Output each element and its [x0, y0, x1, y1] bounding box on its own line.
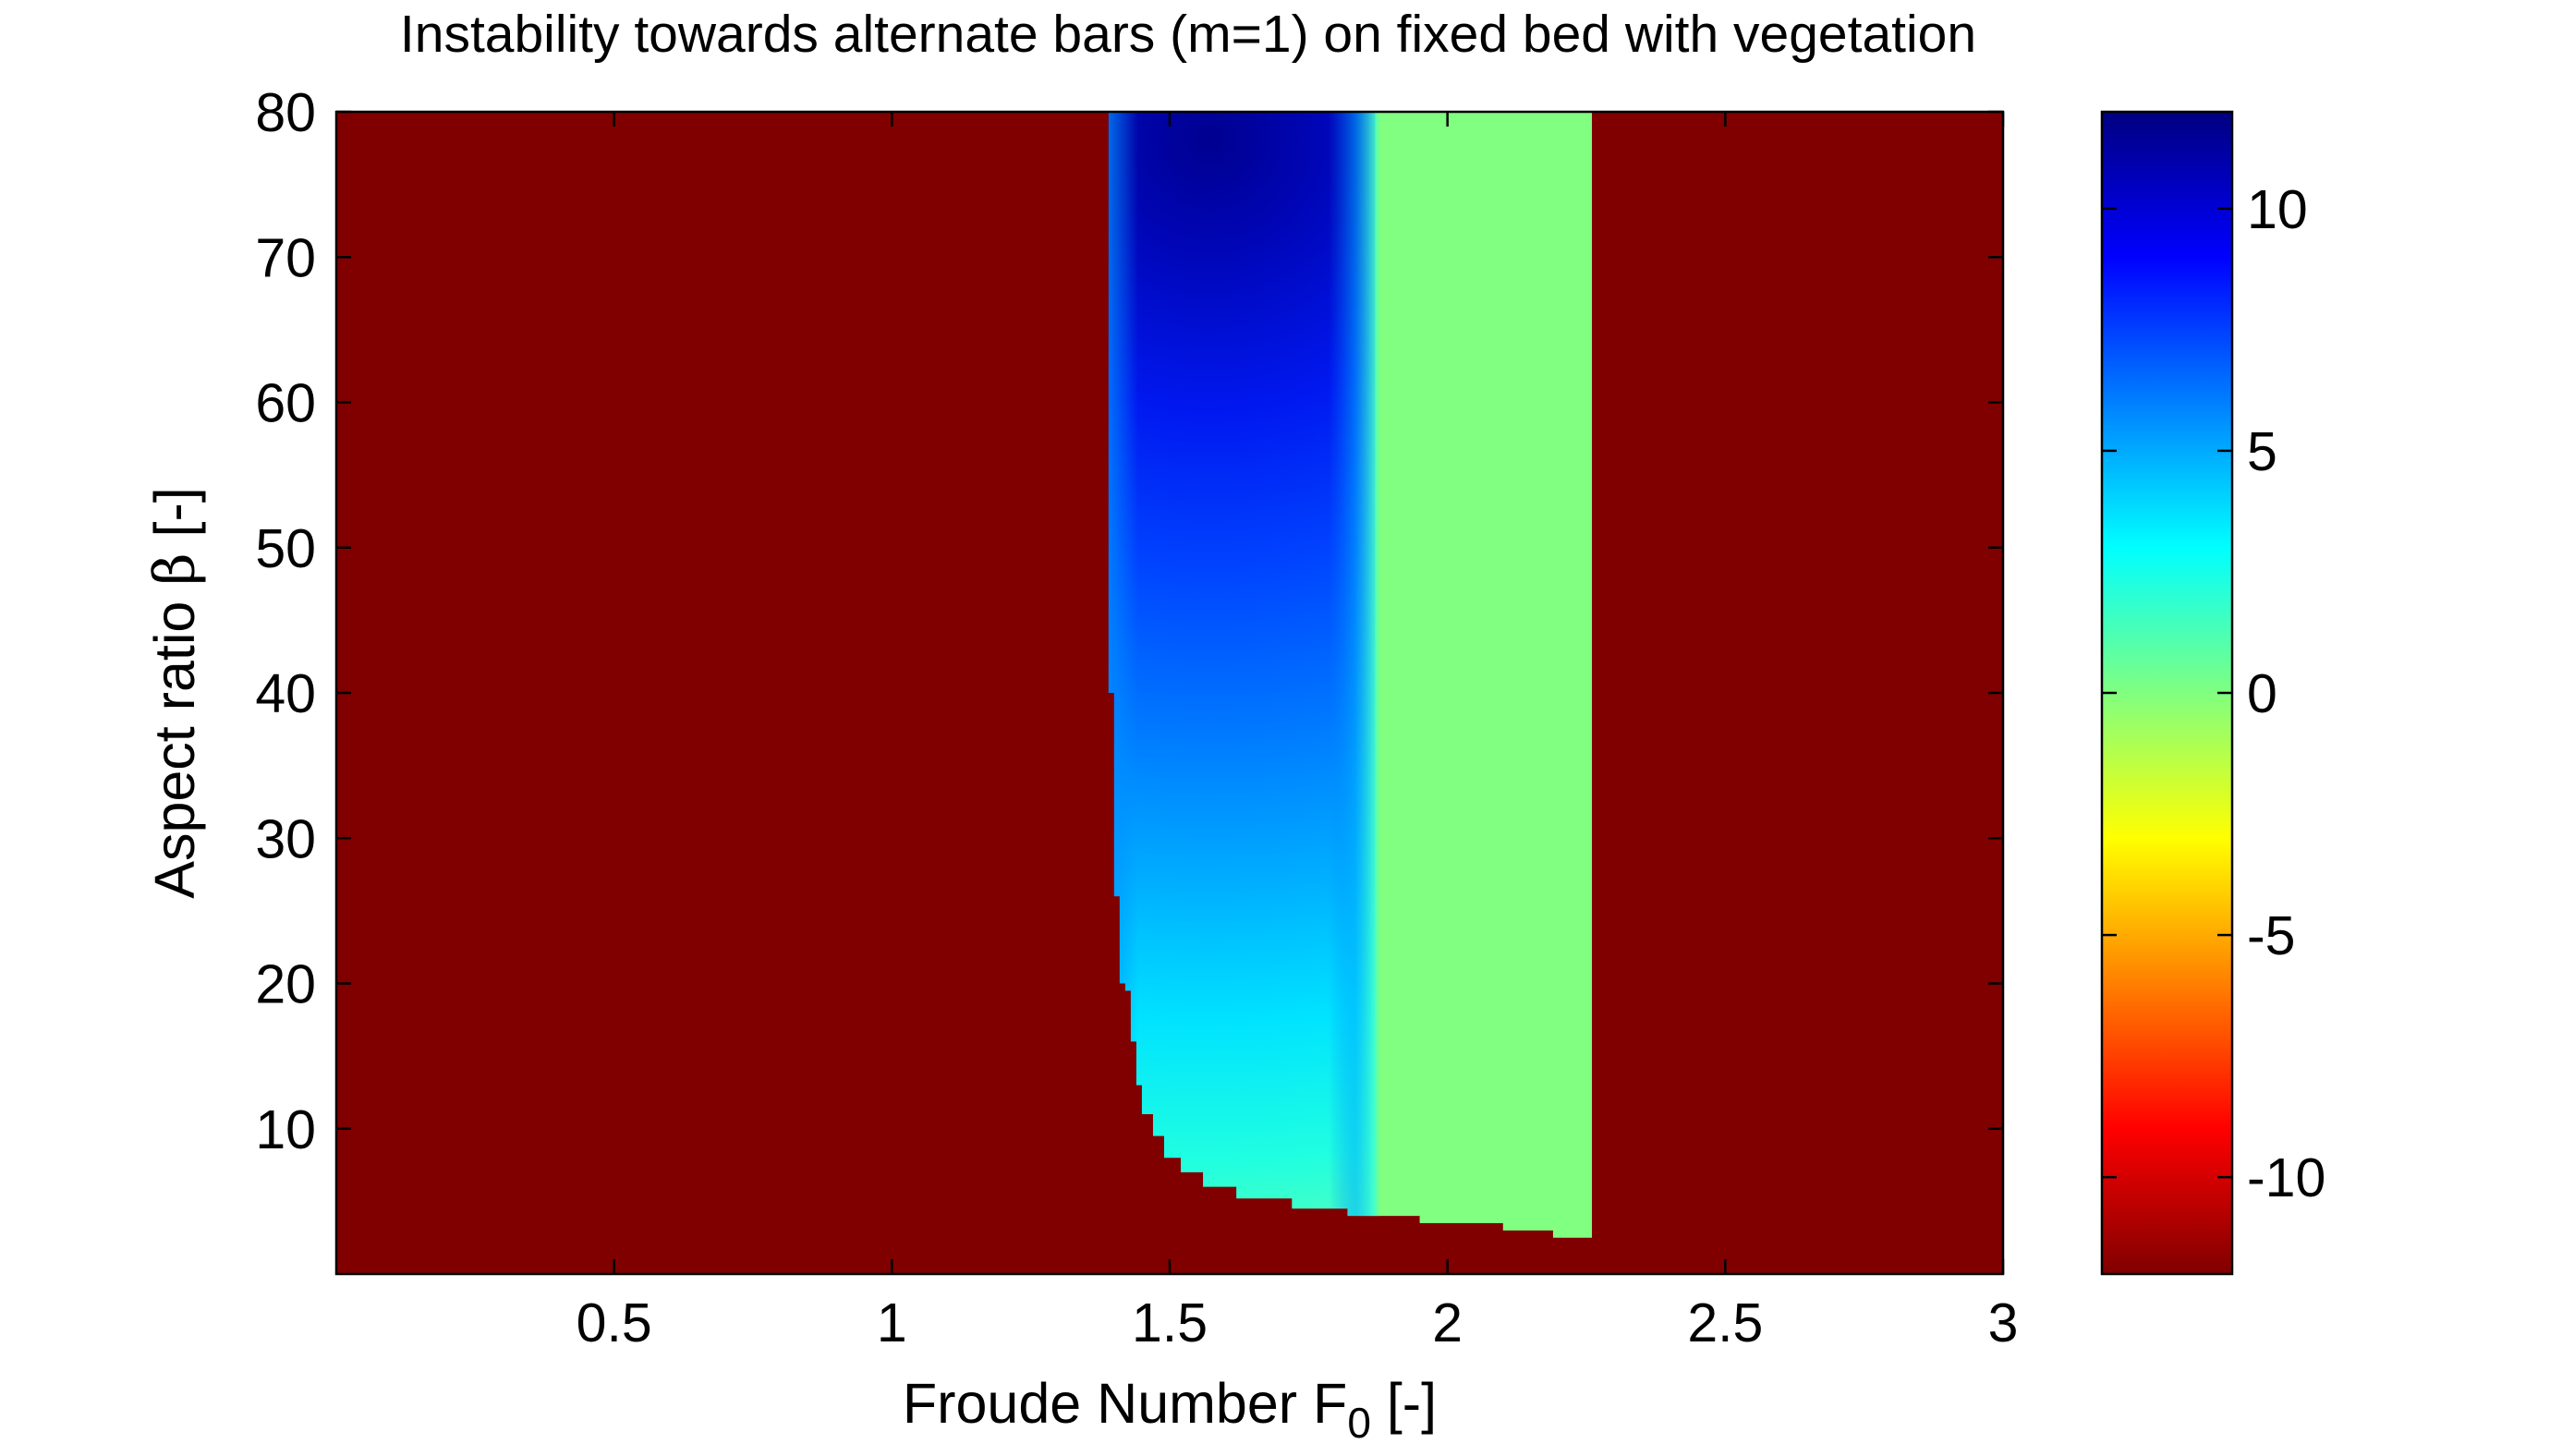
chart-title: Instability towards alternate bars (m=1)…	[400, 5, 1976, 64]
y-axis-label: Aspect ratio β [-]	[142, 487, 208, 898]
x-axis: 0.5 1 1.5 2 2.5 3	[577, 112, 2019, 1353]
y-axis: 10 20 30 40 50 60 70 80	[255, 82, 2003, 1160]
y-axis-label-unit: [-]	[143, 487, 206, 552]
x-tick-label: 3	[1988, 1292, 2019, 1353]
colorbar-tick-label: 10	[2247, 179, 2308, 240]
x-tick-label: 1.5	[1132, 1292, 1208, 1353]
y-tick-label: 50	[255, 518, 316, 579]
x-axis-label-unit: [-]	[1371, 1372, 1437, 1435]
y-tick-label: 70	[255, 227, 316, 288]
colorbar-gradient	[2100, 110, 2234, 1276]
colorbar-tick-label: 5	[2247, 421, 2277, 482]
neutral-band	[1375, 112, 1593, 1245]
x-axis-label-subscript: 0	[1347, 1399, 1371, 1447]
x-tick-label: 2	[1432, 1292, 1463, 1353]
x-tick-label: 1	[877, 1292, 907, 1353]
x-tick-label: 0.5	[577, 1292, 652, 1353]
colorbar-tick-label: -5	[2247, 905, 2295, 966]
x-tick-label: 2.5	[1687, 1292, 1763, 1353]
y-tick-label: 30	[255, 808, 316, 869]
y-tick-label: 80	[255, 82, 316, 143]
unstable-region-transition	[1324, 112, 1379, 1245]
y-tick-label: 60	[255, 373, 316, 434]
colorbar-tick-label: 0	[2247, 663, 2277, 724]
x-axis-label: Froude Number F0 [-]	[903, 1372, 1437, 1447]
colorbar-tick-label: -10	[2247, 1147, 2325, 1208]
y-axis-label-text: Aspect ratio	[143, 586, 206, 899]
heatmap-plot-area	[336, 112, 2003, 1274]
y-axis-label-symbol: β	[142, 552, 208, 585]
colorbar-ticks: -10 -5 0 5 10	[2102, 179, 2325, 1208]
y-tick-label: 40	[255, 663, 316, 724]
y-tick-label: 20	[255, 954, 316, 1015]
y-tick-label: 10	[255, 1099, 316, 1160]
x-axis-label-main: Froude Number F	[903, 1372, 1347, 1435]
colorbar: -10 -5 0 5 10	[2100, 110, 2325, 1276]
